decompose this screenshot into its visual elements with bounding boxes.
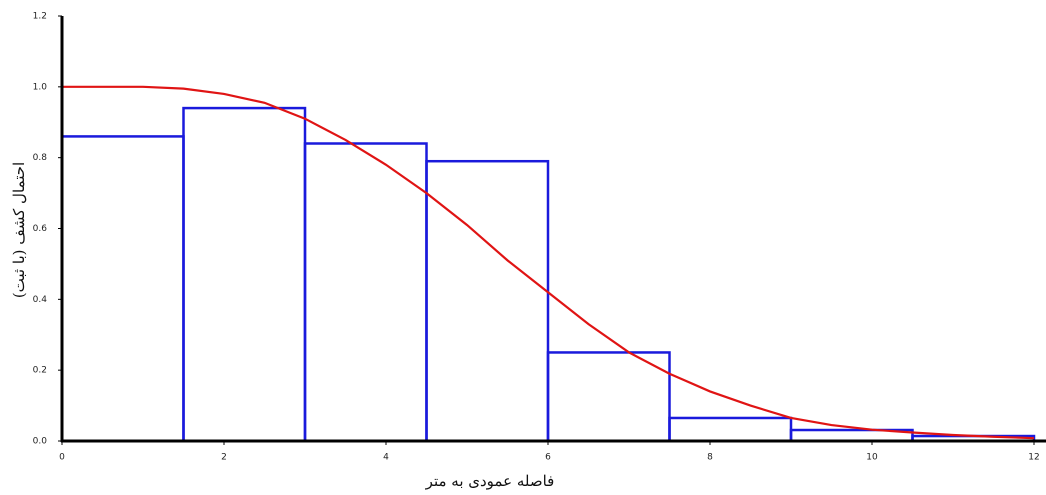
y-tick-label: 1.2	[33, 12, 47, 22]
x-tick-label: 8	[707, 453, 713, 463]
bar	[182, 106, 307, 443]
bar	[668, 416, 793, 443]
y-axis-title: احتمال کشف (با ثبت)	[10, 162, 28, 298]
bar	[546, 351, 671, 443]
bar	[303, 142, 428, 443]
bar	[425, 159, 550, 443]
x-tick-label: 0	[59, 453, 65, 463]
detection-curve	[62, 85, 1035, 440]
y-tick-label: 0.6	[33, 224, 48, 234]
x-axis-title: فاصله عمودی به متر	[425, 472, 555, 490]
y-tick-label: 0.4	[33, 295, 48, 305]
x-tick-label: 12	[1028, 453, 1039, 463]
y-tick-label: 1.0	[33, 82, 48, 92]
x-tick-label: 6	[545, 453, 551, 463]
y-tick-label: 0.2	[33, 366, 47, 376]
x-tick-label: 2	[221, 453, 227, 463]
x-tick-label: 4	[383, 453, 389, 463]
y-tick-label: 0.0	[33, 437, 48, 447]
x-tick-label: 10	[866, 453, 878, 463]
y-tick-label: 0.8	[33, 153, 48, 163]
bar	[60, 135, 185, 443]
